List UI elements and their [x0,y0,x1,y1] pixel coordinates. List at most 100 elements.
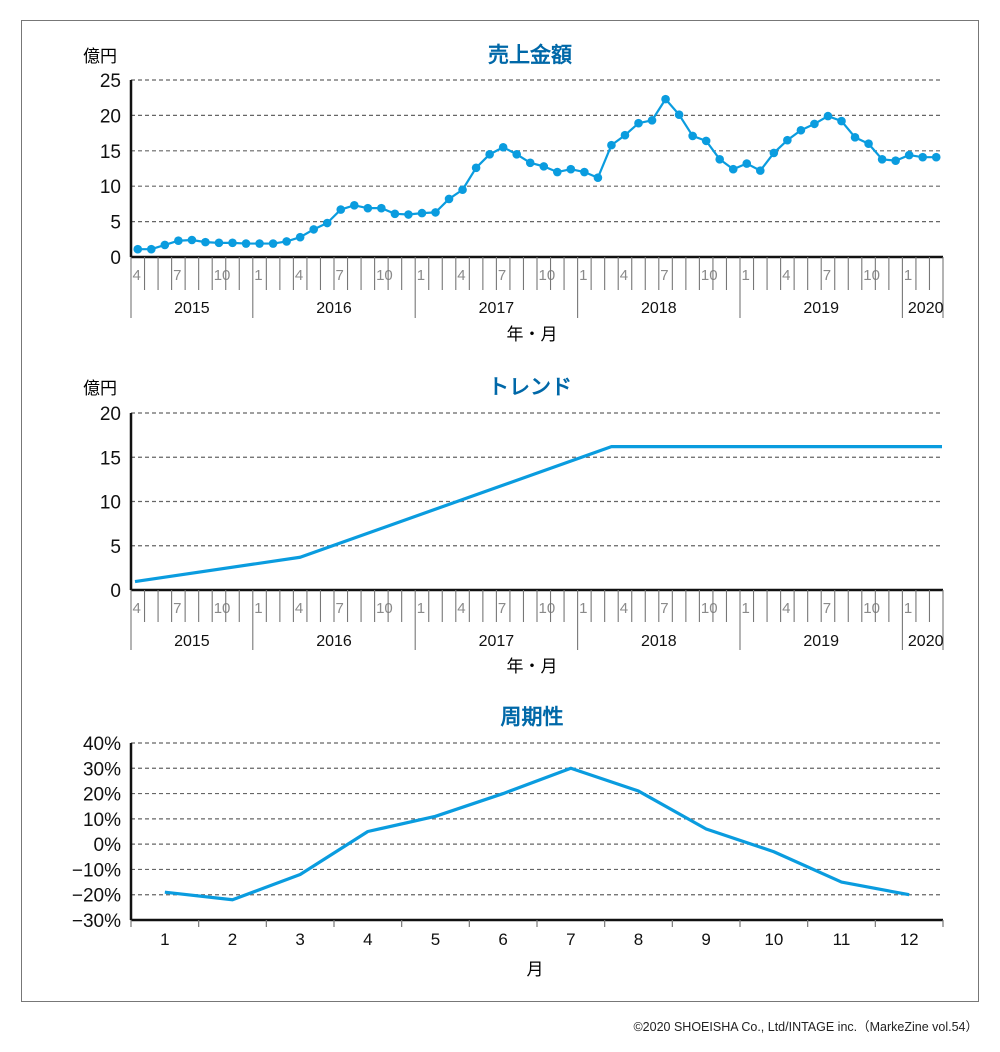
month-label: 10 [701,600,718,617]
data-point [322,218,332,228]
chart-sales: 売上金額 億円 0 5 10 15 20 25 4 7 10 1 4 7 10 1 4 7 10 1 4 7 10 1 4 7… [83,43,944,344]
y-tick-label: 15 [100,448,121,469]
month-label: 10 [376,267,393,284]
y-tick-label: 10% [83,810,121,831]
month-label: 7 [173,267,181,284]
data-point [904,150,914,160]
month-label: 1 [579,267,587,284]
data-point [498,142,508,152]
category-label: 3 [295,930,304,949]
month-label: 4 [782,267,790,284]
chart-trend: トレンド 億円 0 5 10 15 20 4 7 10 1 4 7 10 1 4 7 10 1 4 7 10 1 4 7 10… [83,376,944,676]
data-point [823,111,833,121]
data-point [931,152,941,162]
data-point [688,131,697,141]
data-point [756,166,765,175]
data-point [417,208,427,218]
y-tick-label: −20% [72,886,121,907]
data-point [471,163,481,173]
data-point [309,225,319,234]
y-tick-label: 20% [83,785,121,806]
data-point [241,239,251,248]
month-label: 7 [336,600,344,617]
data-point [553,167,562,177]
data-point [282,237,291,246]
y-axis-unit: 億円 [83,47,117,66]
data-point [701,136,711,146]
y-tick-label: 10 [100,493,121,514]
data-point [918,152,927,162]
month-label: 1 [904,267,912,284]
month-label: 4 [457,267,465,284]
data-point [295,232,305,242]
data-point [255,239,264,248]
y-tick-label: 15 [100,142,121,163]
data-point [404,210,413,219]
data-point [539,162,549,171]
month-label: 1 [417,267,425,284]
chart-title: 周期性 [501,705,564,729]
year-label: 2016 [316,633,352,650]
data-point [593,173,603,183]
month-label: 7 [823,600,831,617]
category-label: 9 [701,930,710,949]
data-point [810,119,819,129]
month-label: 1 [417,600,425,617]
data-point [444,194,454,204]
month-label: 7 [823,267,831,284]
month-label: 10 [376,600,393,617]
month-label: 10 [701,267,718,284]
data-point [891,156,900,166]
data-point [214,238,224,248]
chart-title: 売上金額 [488,43,572,67]
y-tick-label: 20 [100,106,121,127]
month-label: 7 [660,267,668,284]
category-label: 1 [160,930,169,949]
data-point [837,116,846,126]
category-label: 5 [431,930,440,949]
month-label: 1 [742,600,750,617]
year-label: 2015 [174,300,210,317]
data-point [431,208,440,217]
data-point [661,94,670,104]
year-label: 2018 [641,300,677,317]
data-point [160,240,170,250]
month-label: 1 [904,600,912,617]
data-point [674,110,684,119]
data-point [485,150,494,159]
data-point [350,201,359,210]
year-label: 2016 [316,300,352,317]
data-point [201,237,210,247]
month-label: 10 [539,600,556,617]
chart-seasonality: 周期性 −30%−20%−10%0%10%20%30%40%1 2 3 4 5 6 7 8 9 1… [72,705,944,979]
category-label: 11 [833,930,851,949]
month-label: 10 [863,600,880,617]
y-tick-label: 5 [110,537,121,558]
year-label: 2019 [803,633,839,650]
data-point [850,133,860,142]
month-label: 1 [579,600,587,617]
data-point [566,164,576,174]
data-point [133,244,143,254]
data-point [607,140,616,150]
month-label: 10 [214,267,231,284]
data-point [715,154,724,164]
y-axis-unit: 億円 [83,379,117,398]
month-label: 10 [214,600,231,617]
month-label: 1 [254,600,262,617]
y-tick-label: −30% [72,911,121,932]
data-point [390,209,400,219]
category-label: 4 [363,930,372,949]
y-tick-label: 5 [110,213,121,234]
category-label: 6 [498,930,507,949]
category-label: 7 [566,930,575,949]
data-point [742,159,752,168]
month-label: 7 [336,267,344,284]
month-label: 7 [498,267,506,284]
month-label: 4 [133,600,141,617]
data-point [187,235,197,245]
year-label: 2015 [174,633,210,650]
category-label: 8 [634,930,643,949]
month-label: 10 [539,267,556,284]
